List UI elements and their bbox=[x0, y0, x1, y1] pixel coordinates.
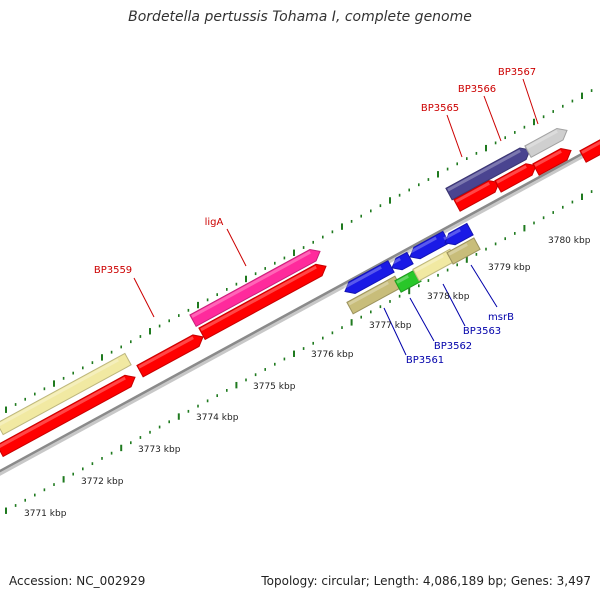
upper-tick-track bbox=[5, 89, 593, 413]
label-leader-line bbox=[522, 78, 539, 125]
label-leader-line bbox=[446, 114, 463, 158]
gene-label: BP3566 bbox=[458, 84, 496, 95]
scale-label: 3774 kbp bbox=[196, 413, 239, 423]
cds-arrow bbox=[532, 148, 572, 176]
backbone-layer bbox=[0, 142, 600, 476]
lower-tick-track bbox=[5, 190, 593, 514]
gene-label: BP3562 bbox=[434, 341, 472, 352]
cds-arrow bbox=[198, 263, 327, 341]
cds-arrow bbox=[579, 123, 600, 163]
label-leader-line bbox=[226, 228, 247, 267]
genome-stats-text: Topology: circular; Length: 4,086,189 bp… bbox=[261, 574, 591, 588]
reverse-gene-arrow bbox=[408, 230, 450, 260]
scale-label: 3776 kbp bbox=[311, 350, 354, 360]
gene-label: BP3563 bbox=[463, 326, 501, 337]
gene-block-cream bbox=[0, 352, 132, 436]
gene-arrow-violet bbox=[445, 147, 531, 201]
gene-arrow-grey bbox=[524, 127, 568, 159]
map-title: Bordetella pertussis Tohama I, complete … bbox=[128, 9, 472, 25]
scale-label: 3775 kbp bbox=[253, 382, 296, 392]
feature-layer bbox=[0, 123, 600, 458]
genome-backbone bbox=[0, 142, 600, 473]
reverse-gene-arrow bbox=[390, 251, 414, 271]
gene-label: BP3567 bbox=[498, 67, 536, 78]
gene-label: BP3561 bbox=[406, 355, 444, 366]
accession-text: Accession: NC_002929 bbox=[9, 574, 146, 588]
label-leader-line bbox=[470, 264, 498, 308]
label-layer: 3771 kbp 3772 kbp 3773 kbp 3774 kbp 3775 kbp… bbox=[24, 67, 591, 519]
gene-label: BP3565 bbox=[421, 103, 459, 114]
label-leader-line bbox=[483, 95, 502, 142]
backbone-shadow bbox=[0, 143, 600, 476]
label-leader-line bbox=[133, 277, 155, 318]
gene-block-green bbox=[394, 269, 422, 293]
leader-layer bbox=[133, 78, 539, 356]
scale-label: 3779 kbp bbox=[488, 263, 531, 273]
scale-label: 3777 kbp bbox=[369, 321, 412, 331]
gene-label: BP3559 bbox=[94, 265, 132, 276]
liga-gene-arrow bbox=[189, 248, 321, 327]
cds-arrow bbox=[136, 334, 204, 378]
scale-label: 3778 kbp bbox=[427, 292, 470, 302]
scale-label: 3773 kbp bbox=[138, 445, 181, 455]
gene-label: msrB bbox=[488, 312, 514, 323]
gene-label: ligA bbox=[205, 217, 224, 228]
cds-arrow bbox=[453, 180, 500, 212]
cds-arrow bbox=[494, 163, 537, 193]
gene-block-olive bbox=[446, 237, 481, 265]
cds-arrow bbox=[0, 374, 136, 458]
scale-label: 3771 kbp bbox=[24, 509, 67, 519]
label-leader-line bbox=[383, 307, 407, 356]
label-leader-line bbox=[409, 297, 435, 342]
reverse-gene-arrow bbox=[343, 260, 395, 294]
label-leader-line bbox=[442, 283, 466, 327]
reverse-gene-arrow bbox=[443, 222, 474, 246]
scale-label: 3780 kbp bbox=[548, 236, 591, 246]
scale-label: 3772 kbp bbox=[81, 477, 124, 487]
